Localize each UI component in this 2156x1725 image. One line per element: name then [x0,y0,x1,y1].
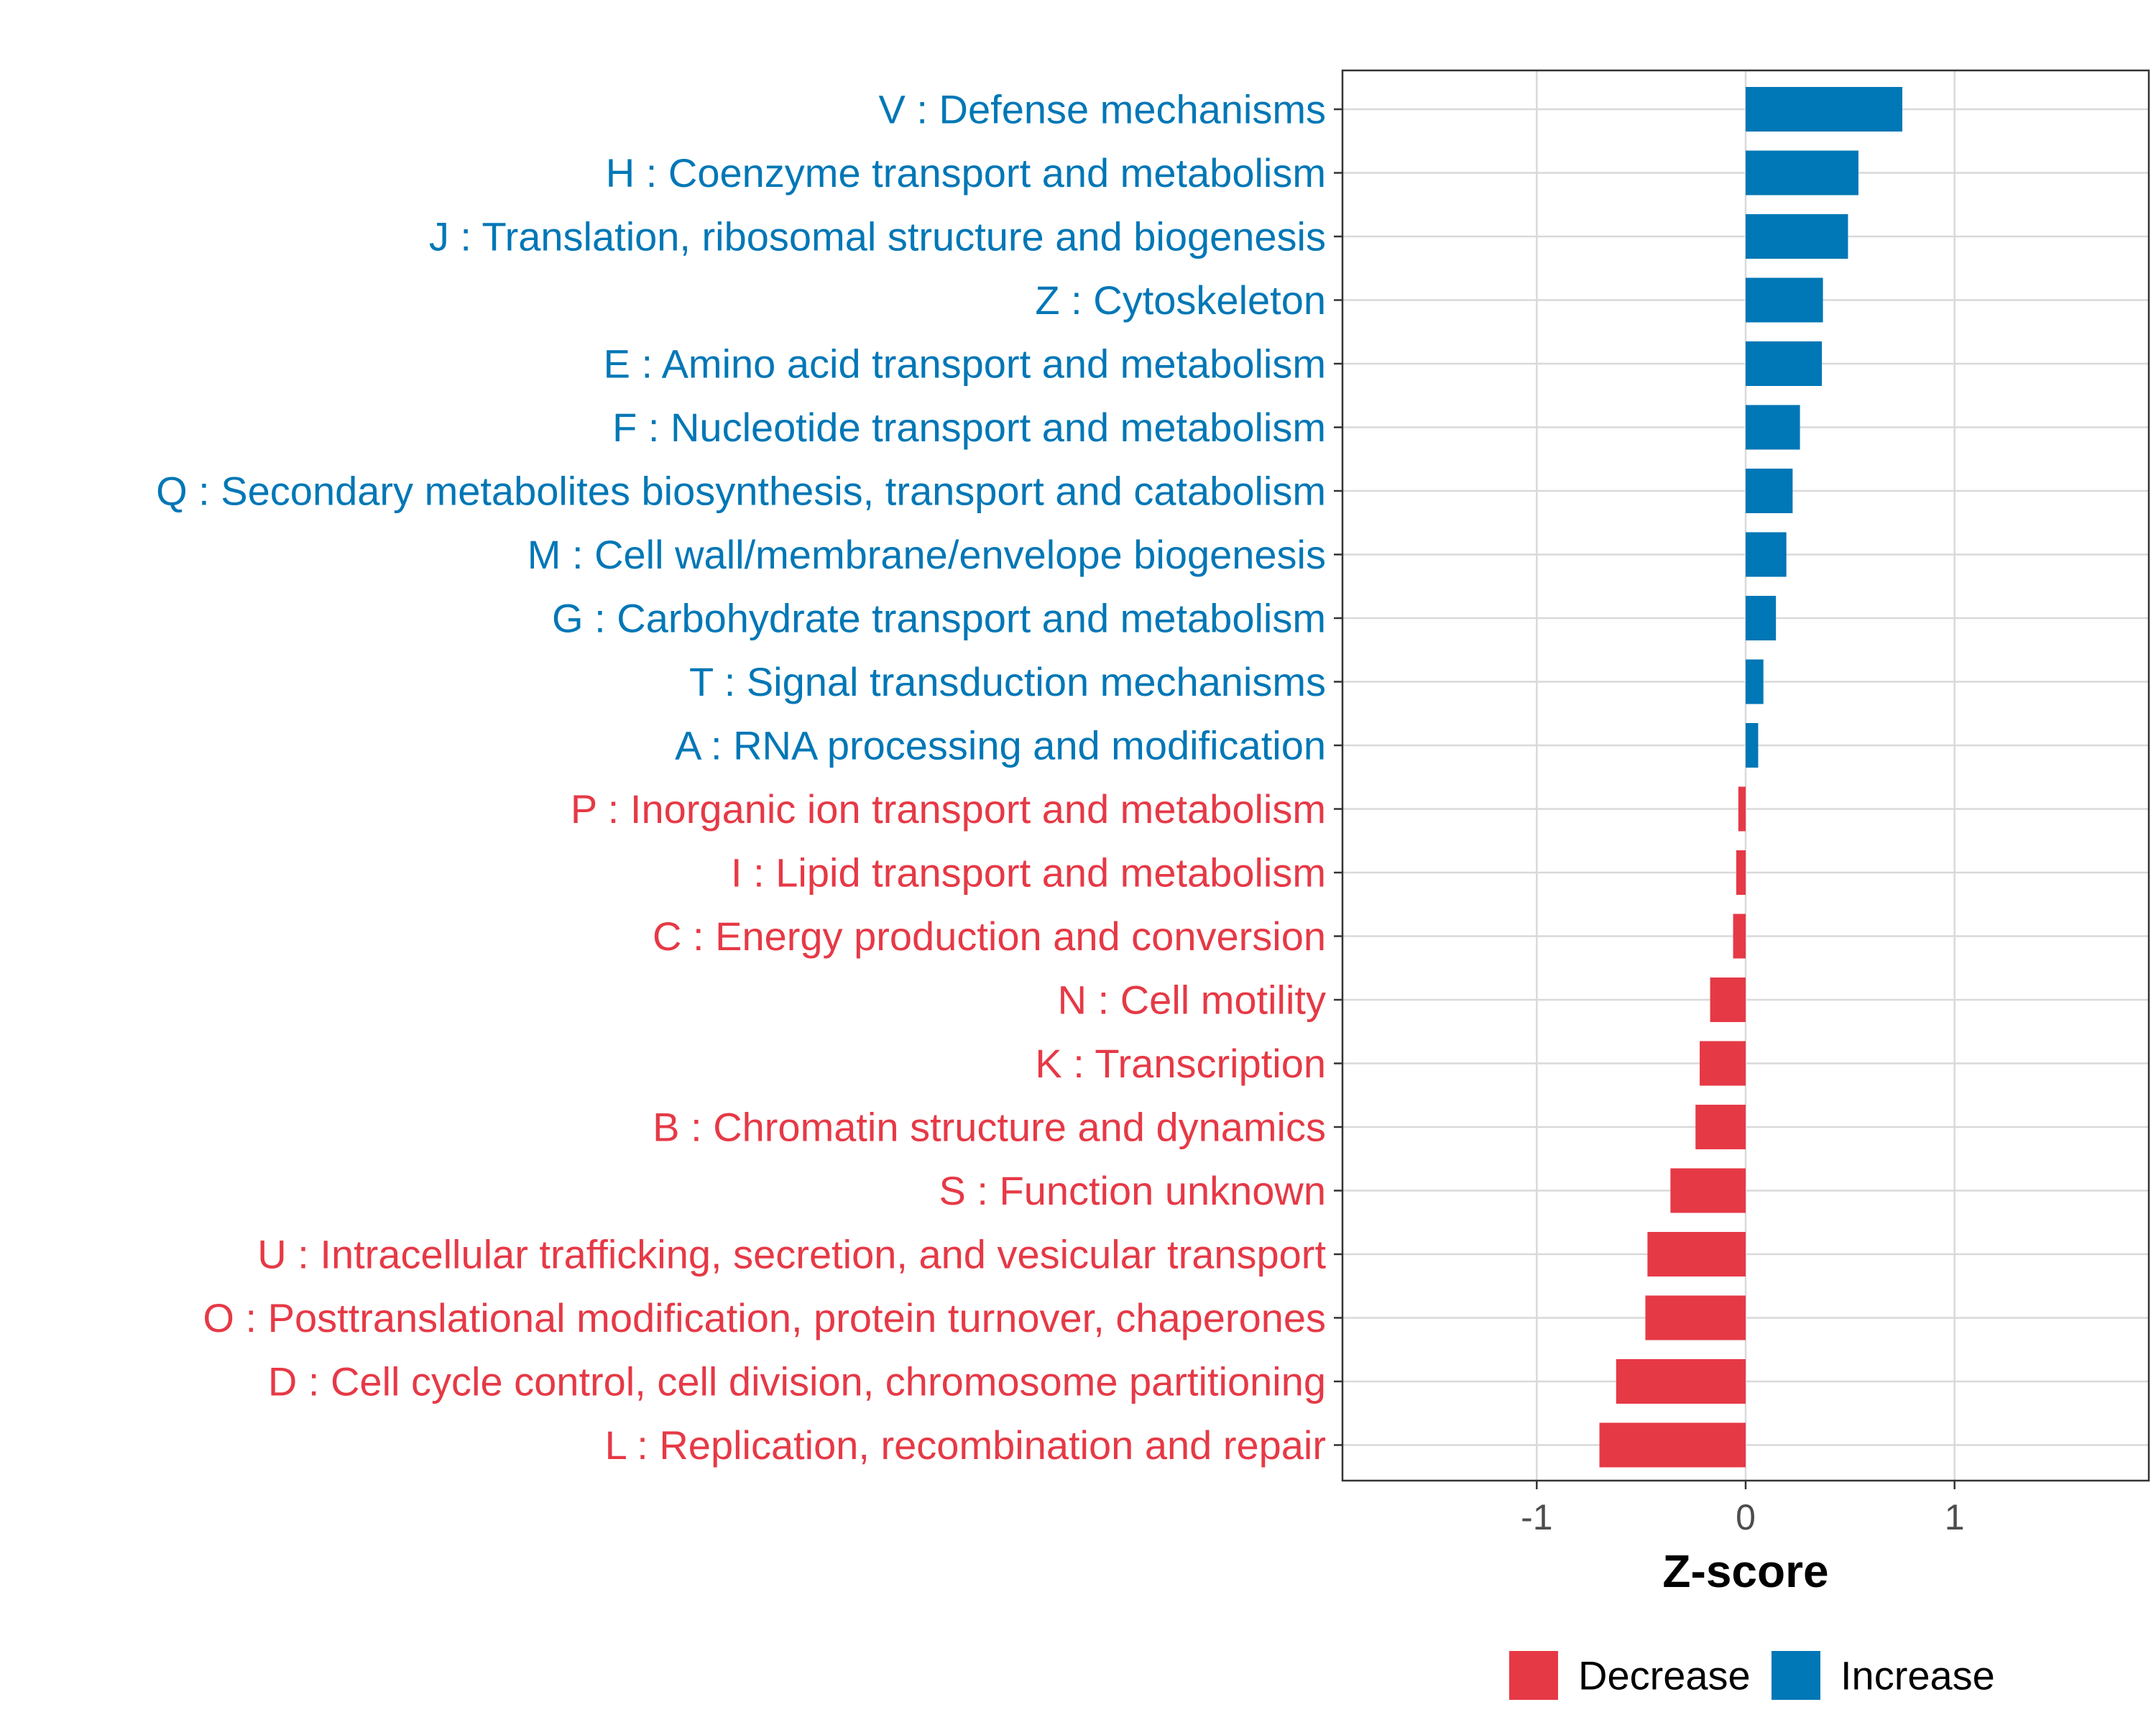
bar [1746,150,1858,196]
bar [1738,786,1746,832]
x-axis-title: Z-score [1662,1545,1828,1597]
category-label: U : Intracellular trafficking, secretion… [257,1232,1326,1277]
category-label: Z : Cytoskeleton [1035,277,1326,323]
bar [1599,1422,1746,1468]
category-label: V : Defense mechanisms [879,87,1326,132]
bar [1746,469,1793,513]
category-label: M : Cell wall/membrane/envelope biogenes… [528,532,1326,577]
bar [1700,1041,1746,1086]
legend-label-decrease: Decrease [1578,1653,1751,1698]
bar [1695,1105,1746,1149]
category-label: N : Cell motility [1058,978,1326,1023]
bar [1710,978,1746,1022]
bar [1746,596,1777,640]
category-label: H : Coenzyme transport and metabolism [606,150,1326,196]
bar [1746,341,1823,386]
category-label: L : Replication, recombination and repai… [605,1422,1326,1468]
category-label: P : Inorganic ion transport and metaboli… [571,786,1326,832]
bar [1746,659,1764,704]
category-label: G : Carbohydrate transport and metabolis… [552,596,1326,641]
bar [1647,1232,1746,1276]
category-label: T : Signal transduction mechanisms [689,659,1326,704]
category-label: D : Cell cycle control, cell division, c… [268,1359,1326,1404]
legend-key-decrease [1509,1651,1558,1700]
bar [1616,1359,1746,1404]
bar [1736,850,1746,895]
category-label: C : Energy production and conversion [653,914,1326,959]
legend-key-increase [1772,1651,1820,1700]
category-label: F : Nucleotide transport and metabolism [612,405,1326,450]
x-axis-ticks: -1 0 1 [1521,1481,1965,1537]
category-label: I : Lipid transport and metabolism [731,850,1326,896]
category-labels: V : Defense mechanisms H : Coenzyme trans… [156,87,1342,1468]
bar [1746,723,1759,768]
category-label: O : Posttranslational modification, prot… [203,1295,1326,1340]
bar [1746,532,1787,577]
x-tick-label: 1 [1945,1497,1965,1537]
category-label: A : RNA processing and modification [675,723,1326,768]
category-label: B : Chromatin structure and dynamics [653,1105,1326,1150]
bar [1645,1295,1746,1340]
bar [1746,405,1800,450]
legend: Decrease Increase [1509,1651,1995,1700]
legend-label-increase: Increase [1841,1653,1995,1698]
x-tick-label: 0 [1736,1497,1756,1537]
category-label: E : Amino acid transport and metabolism [604,341,1326,387]
category-label: K : Transcription [1035,1041,1326,1086]
bars [1599,87,1903,1468]
bar [1746,277,1823,323]
category-label: S : Function unknown [939,1168,1326,1213]
x-tick-label: -1 [1521,1497,1552,1537]
bar [1746,87,1903,132]
bar [1733,914,1746,959]
category-label: Q : Secondary metabolites biosynthesis, … [156,469,1326,514]
category-label: J : Translation, ribosomal structure and… [429,214,1326,259]
bar [1670,1168,1746,1213]
bar [1746,214,1848,259]
